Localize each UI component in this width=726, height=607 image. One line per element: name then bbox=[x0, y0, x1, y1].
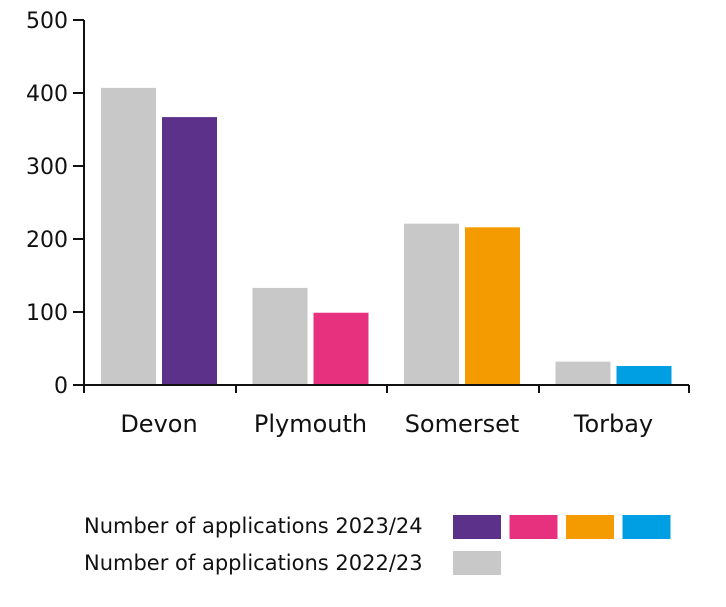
y-axis-ticks: 0 100 200 300 400 500 bbox=[26, 9, 84, 399]
legend-label-2023-24: Number of applications 2023/24 bbox=[84, 514, 423, 538]
bar-torbay-2023-24 bbox=[616, 366, 672, 385]
legend-swatch-2023-24 bbox=[566, 515, 614, 539]
legend: Number of applications 2023/24 Number of… bbox=[84, 514, 671, 575]
legend-swatch-2023-24 bbox=[453, 515, 501, 539]
bar-plymouth-2023-24 bbox=[313, 312, 369, 385]
category-label: Devon bbox=[120, 410, 197, 438]
bar-somerset-2022-23 bbox=[404, 223, 459, 385]
bar-devon-2023-24 bbox=[162, 117, 217, 385]
category-label: Somerset bbox=[405, 410, 520, 438]
y-tick-label: 500 bbox=[26, 9, 68, 34]
y-tick-label: 300 bbox=[26, 155, 68, 180]
category-label: Torbay bbox=[573, 410, 653, 438]
y-tick-label: 200 bbox=[26, 228, 68, 253]
y-tick-label: 100 bbox=[26, 301, 68, 326]
bar-plymouth-2022-23 bbox=[252, 287, 308, 385]
legend-swatch-2022-23 bbox=[453, 551, 501, 575]
bar-somerset-2023-24 bbox=[465, 227, 520, 385]
y-tick-label: 400 bbox=[26, 82, 68, 107]
category-label: Plymouth bbox=[254, 410, 367, 438]
bar-devon-2022-23 bbox=[101, 87, 156, 385]
bars-group bbox=[101, 87, 672, 385]
legend-swatches bbox=[453, 515, 671, 575]
x-axis-ticks: Devon Plymouth Somerset Torbay bbox=[83, 385, 690, 438]
bar-torbay-2022-23 bbox=[555, 361, 611, 385]
legend-label-2022-23: Number of applications 2022/23 bbox=[84, 551, 423, 575]
legend-swatch-2023-24 bbox=[622, 515, 671, 539]
y-tick-label: 0 bbox=[54, 374, 68, 399]
legend-swatch-2023-24 bbox=[509, 515, 558, 539]
